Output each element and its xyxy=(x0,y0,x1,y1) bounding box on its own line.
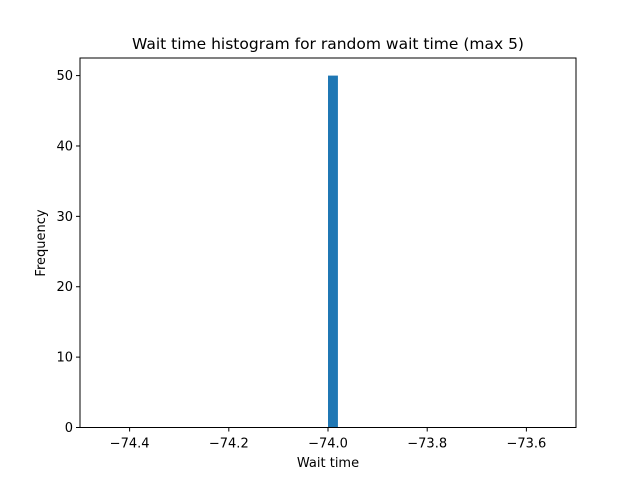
chart-title: Wait time histogram for random wait time… xyxy=(132,35,524,53)
x-tick-label: −74.0 xyxy=(308,437,348,452)
x-tick-label: −74.4 xyxy=(110,437,150,452)
y-axis-ticks: 0 10 20 30 40 50 xyxy=(56,69,80,436)
y-tick-label: 10 xyxy=(56,351,73,366)
x-axis-ticks: −74.4 −74.2 −74.0 −73.8 −73.6 xyxy=(110,427,546,452)
x-tick-label: −74.2 xyxy=(209,437,249,452)
y-tick-label: 20 xyxy=(56,280,73,295)
y-tick-label: 50 xyxy=(56,69,73,84)
x-axis-label: Wait time xyxy=(297,456,359,471)
histogram-bar xyxy=(328,75,338,428)
x-tick-label: −73.6 xyxy=(506,437,546,452)
bars-layer xyxy=(328,75,338,428)
x-tick-label: −73.8 xyxy=(407,437,447,452)
y-tick-label: 30 xyxy=(56,210,73,225)
y-tick-label: 0 xyxy=(65,421,73,436)
plot-area-frame xyxy=(79,57,577,428)
y-axis-label: Frequency xyxy=(34,209,49,276)
y-tick-label: 40 xyxy=(56,139,73,154)
